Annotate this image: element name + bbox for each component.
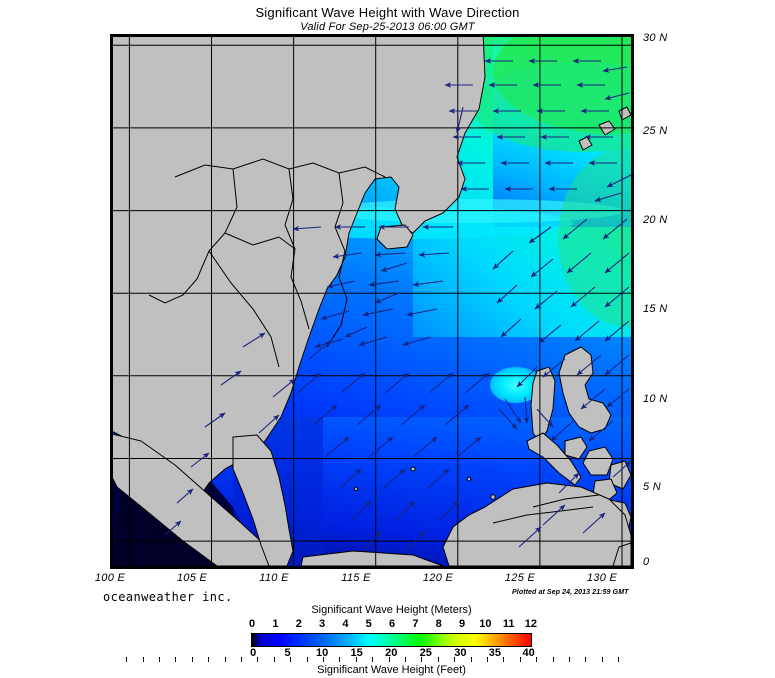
plot-frame: [110, 34, 634, 569]
y-tick-30n: 30 N: [643, 32, 668, 44]
page-title: Significant Wave Height with Wave Direct…: [255, 5, 520, 20]
map-graphic: [113, 37, 631, 566]
y-tick-5n: 5 N: [643, 481, 662, 493]
y-tick-0: 0: [643, 556, 650, 568]
page-subtitle: Valid For Sep-25-2013 06:00 GMT: [300, 21, 475, 33]
colorbar-scale-feet: 0 5 10 15 20 25 30 35 40: [250, 647, 535, 663]
map-gridlines: [113, 37, 631, 566]
x-tick-120e: 120 E: [422, 572, 454, 584]
y-tick-25n: 25 N: [643, 125, 668, 137]
cb-f-25: 25: [419, 647, 432, 659]
cb-m-2: 2: [295, 618, 302, 630]
colorbar-legend: Significant Wave Height (Meters) 0 1 2 3…: [249, 604, 537, 678]
x-tick-130e: 130 E: [586, 572, 618, 584]
cb-f-20: 20: [385, 647, 398, 659]
cb-m-10: 10: [479, 618, 492, 630]
x-tick-105e: 105 E: [176, 572, 208, 584]
cb-m-11: 11: [502, 618, 515, 630]
cb-m-12: 12: [524, 618, 537, 630]
cb-m-5: 5: [365, 618, 372, 630]
y-tick-10n: 10 N: [643, 393, 668, 405]
plotted-timestamp: Plotted at Sep 24, 2013 21:59 GMT: [512, 589, 629, 596]
colorbar-gradient: [251, 633, 532, 647]
wave-direction-arrows: [164, 58, 631, 552]
cb-m-8: 8: [435, 618, 442, 630]
cb-f-35: 35: [488, 647, 502, 659]
colorbar-scale-meters: 0 1 2 3 4 5 6 7 8 9 10 11 12: [249, 618, 537, 633]
cb-m-7: 7: [412, 618, 419, 630]
colorbar-title-meters: Significant Wave Height (Meters): [311, 604, 472, 616]
x-tick-125e: 125 E: [504, 572, 536, 584]
cb-m-0: 0: [249, 618, 256, 630]
colorbar-title-feet: Significant Wave Height (Feet): [317, 664, 466, 676]
cb-m-1: 1: [272, 618, 279, 630]
brand-watermark: oceanweather inc.: [103, 590, 233, 604]
x-tick-110e: 110 E: [259, 572, 289, 584]
cb-f-30: 30: [454, 647, 467, 659]
cb-f-40: 40: [522, 647, 535, 659]
x-tick-115e: 115 E: [341, 572, 371, 584]
cb-m-3: 3: [319, 618, 326, 630]
cb-f-0: 0: [250, 647, 257, 659]
cb-m-4: 4: [342, 618, 349, 630]
y-tick-20n: 20 N: [643, 214, 668, 226]
cb-f-10: 10: [315, 647, 329, 659]
cb-f-5: 5: [284, 647, 291, 659]
cb-f-15: 15: [350, 647, 363, 659]
x-tick-100e: 100 E: [94, 572, 126, 584]
map-plot-area[interactable]: [110, 34, 634, 569]
map-canvas: [113, 37, 631, 566]
country-borders: [148, 158, 600, 524]
y-tick-15n: 15 N: [643, 303, 668, 315]
cb-m-6: 6: [388, 618, 396, 630]
landmasses: [113, 37, 631, 566]
cb-m-9: 9: [458, 618, 466, 630]
